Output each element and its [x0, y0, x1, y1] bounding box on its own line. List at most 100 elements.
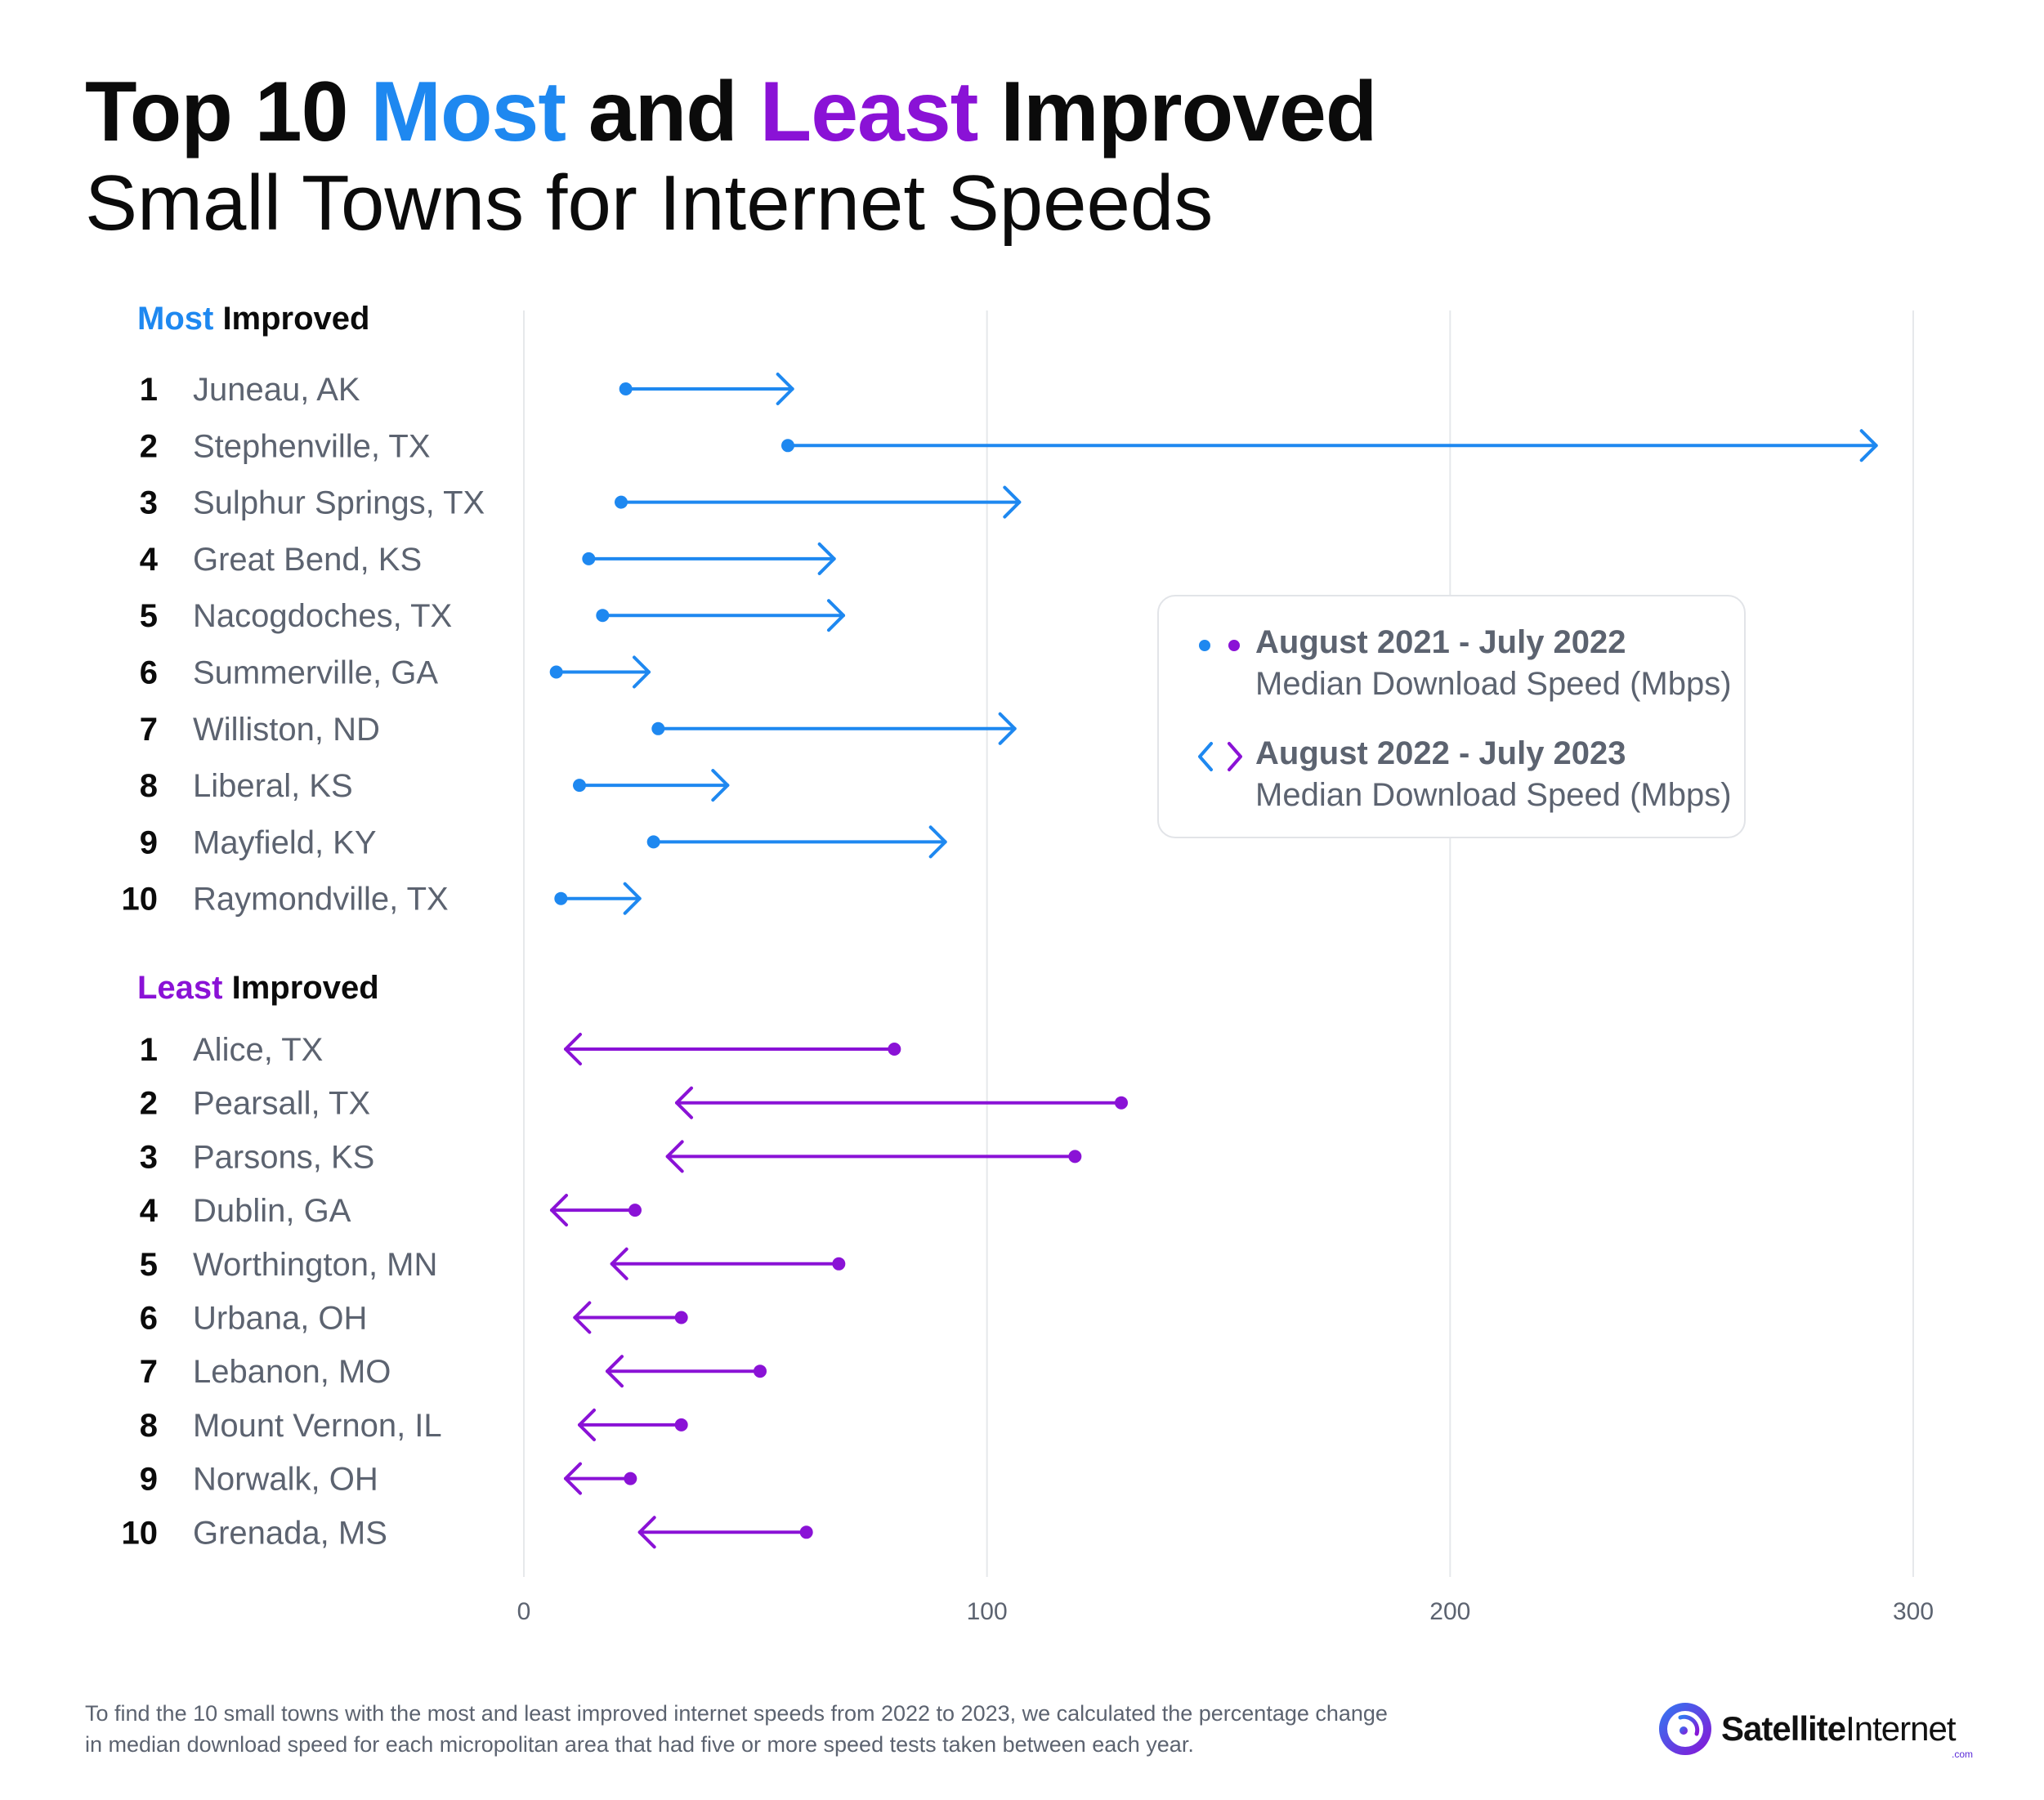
end-arrowhead	[623, 882, 642, 915]
town-label: Parsons, KS	[193, 1139, 374, 1175]
town-label: Lebanon, MO	[193, 1354, 391, 1390]
start-dot	[1068, 1150, 1082, 1164]
rank-label: 1	[140, 1032, 158, 1068]
end-arrowhead	[578, 1408, 596, 1441]
start-dot	[596, 609, 610, 623]
rank-label: 8	[140, 1408, 158, 1444]
legend-metric-1: Median Download Speed (Mbps)	[1255, 666, 1732, 702]
satellite-signal-icon	[1659, 1703, 1711, 1755]
end-arrowhead	[827, 599, 845, 632]
end-arrowhead	[573, 1301, 592, 1334]
end-arrowhead	[610, 1247, 628, 1280]
town-label: Juneau, AK	[193, 372, 360, 408]
legend-entry-2022: August 2021 - July 2022 Median Download …	[1255, 624, 1732, 703]
end-arrowhead	[606, 1355, 624, 1388]
end-arrowhead	[1859, 429, 1878, 462]
rank-label: 2	[140, 428, 158, 464]
rank-label: 3	[140, 485, 158, 521]
rank-label: 10	[122, 1515, 159, 1551]
town-label: Great Bend, KS	[193, 542, 422, 578]
end-arrowhead	[637, 1516, 656, 1549]
legend-chevrons-icon	[1198, 742, 1242, 771]
start-dot	[1115, 1096, 1128, 1110]
end-arrowhead	[665, 1140, 684, 1173]
end-arrowhead	[633, 655, 651, 689]
start-dot	[674, 1311, 688, 1324]
start-dot	[799, 1525, 813, 1539]
brand-name: SatelliteInternet	[1721, 1709, 1957, 1748]
rank-label: 9	[140, 824, 158, 860]
chart-title: Top 10 Most and Least Improved	[85, 65, 1377, 159]
town-label: Grenada, MS	[193, 1515, 387, 1551]
rank-label: 8	[140, 768, 158, 804]
town-label: Pearsall, TX	[193, 1086, 370, 1122]
town-label: Williston, ND	[193, 712, 380, 748]
end-arrowhead	[675, 1086, 693, 1119]
end-arrowhead	[564, 1033, 582, 1065]
group-header-rest: Improved	[223, 970, 379, 1006]
rank-label: 10	[122, 882, 159, 918]
title-prefix: Top 10	[85, 65, 371, 159]
end-arrowhead	[998, 712, 1017, 745]
brand-logo[interactable]: SatelliteInternet .com	[1656, 1696, 1983, 1762]
start-dot	[674, 1418, 688, 1432]
legend-period-2: August 2022 - July 2023	[1255, 735, 1626, 771]
legend-entry-2023: August 2022 - July 2023 Median Download …	[1255, 735, 1732, 814]
start-dot	[624, 1472, 637, 1485]
rank-label: 2	[140, 1086, 158, 1122]
group-header-accent: Most	[137, 301, 213, 337]
rank-label: 6	[140, 655, 158, 691]
x-tick-label: 200	[1429, 1598, 1470, 1625]
start-dot	[781, 439, 794, 453]
start-dot	[549, 665, 563, 679]
town-label: Nacogdoches, TX	[193, 598, 452, 634]
footnote: To find the 10 small towns with the most…	[85, 1701, 1388, 1757]
rank-label: 1	[140, 372, 158, 408]
legend-dots-icon	[1199, 640, 1240, 651]
group-header: Most Improved	[137, 301, 369, 337]
town-label: Liberal, KS	[193, 768, 353, 804]
start-dot	[888, 1043, 901, 1056]
legend: August 2021 - July 2022 Median Download …	[1157, 595, 1746, 838]
town-label: Mayfield, KY	[193, 824, 377, 860]
town-label: Worthington, MN	[193, 1247, 437, 1283]
rank-label: 9	[140, 1462, 158, 1498]
town-label: Raymondville, TX	[193, 882, 449, 918]
town-label: Alice, TX	[193, 1032, 323, 1068]
title-least: Least	[759, 65, 979, 159]
start-dot	[582, 552, 596, 565]
legend-metric-2: Median Download Speed (Mbps)	[1255, 777, 1732, 813]
chart-subtitle: Small Towns for Internet Speeds	[85, 159, 1214, 247]
brand-tld: .com	[1952, 1749, 1974, 1760]
x-tick-label: 0	[517, 1598, 531, 1625]
x-tick-label: 100	[967, 1598, 1008, 1625]
end-arrowhead	[1003, 485, 1022, 519]
end-arrowhead	[711, 769, 730, 802]
town-label: Norwalk, OH	[193, 1462, 378, 1498]
end-arrowhead	[928, 825, 947, 859]
start-dot	[619, 382, 633, 395]
rank-label: 4	[140, 542, 159, 578]
group-header: Least Improved	[137, 970, 379, 1006]
town-label: Mount Vernon, IL	[193, 1408, 442, 1444]
title-middle: and	[565, 65, 760, 159]
town-label: Sulphur Springs, TX	[193, 485, 485, 521]
rank-label: 3	[140, 1139, 158, 1175]
x-tick-label: 300	[1893, 1598, 1934, 1625]
rank-label: 7	[140, 1354, 158, 1390]
title-suffix: Improved	[977, 65, 1377, 159]
end-arrowhead	[776, 373, 794, 405]
legend-period-1: August 2021 - July 2022	[1255, 624, 1626, 660]
town-label: Urbana, OH	[193, 1301, 367, 1337]
rank-label: 7	[140, 712, 158, 748]
title-most: Most	[370, 65, 566, 159]
group-header-rest: Improved	[213, 301, 369, 337]
start-dot	[615, 495, 628, 509]
start-dot	[573, 779, 586, 793]
rank-label: 5	[140, 1247, 158, 1283]
start-dot	[628, 1204, 642, 1217]
rank-label: 6	[140, 1301, 158, 1337]
start-dot	[554, 891, 568, 905]
start-dot	[651, 721, 665, 735]
